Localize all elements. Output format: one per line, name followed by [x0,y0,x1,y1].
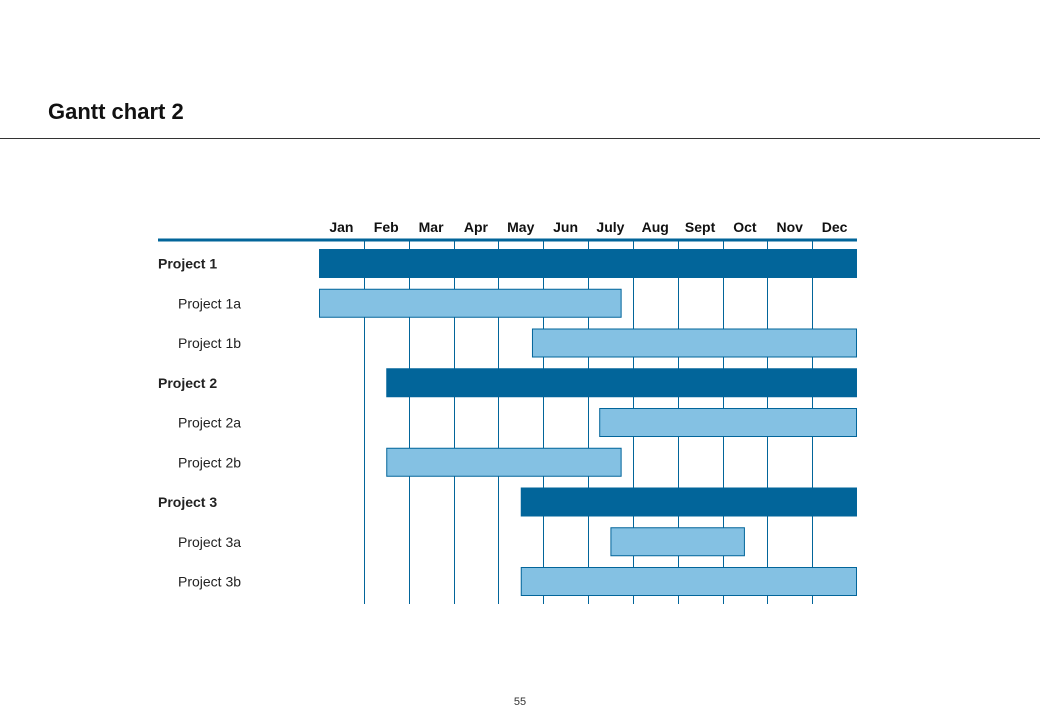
row-label-project-3a: Project 3a [178,534,241,550]
row-label-project-1: Project 1 [158,256,217,272]
row-label-project-1a: Project 1a [178,295,241,311]
row-label-project-2: Project 2 [158,375,217,391]
month-label-july: July [596,219,624,235]
page-title: Gantt chart 2 [48,99,184,124]
month-label-jun: Jun [553,219,578,235]
month-label-dec: Dec [822,219,848,235]
month-label-may: May [507,219,534,235]
row-label-project-1b: Project 1b [178,335,241,351]
row-label-project-3: Project 3 [158,494,217,510]
gantt-bar-project-3 [520,487,857,517]
gantt-bar-project-1 [319,249,857,278]
gantt-bar-project-2a [599,408,857,437]
month-label-apr: Apr [464,219,489,235]
gantt-bar-project-2b [386,447,622,477]
row-label-project-2a: Project 2a [178,415,241,431]
gantt-bar-project-1b [531,328,857,358]
month-label-feb: Feb [374,219,399,235]
month-label-sept: Sept [685,219,716,235]
month-label-nov: Nov [777,219,804,235]
gantt-bar-project-2 [386,368,857,398]
gantt-bar-project-3b [520,567,857,596]
row-label-project-3b: Project 3b [178,574,241,590]
gantt-bar-project-1a [319,288,622,318]
month-label-mar: Mar [419,219,444,235]
gantt-bar-project-3a [610,527,745,557]
row-label-project-2b: Project 2b [178,454,241,470]
month-label-aug: Aug [642,219,669,235]
month-label-jan: Jan [329,219,353,235]
title-divider [0,138,1040,139]
month-label-oct: Oct [733,219,757,235]
page-number: 55 [513,696,527,708]
